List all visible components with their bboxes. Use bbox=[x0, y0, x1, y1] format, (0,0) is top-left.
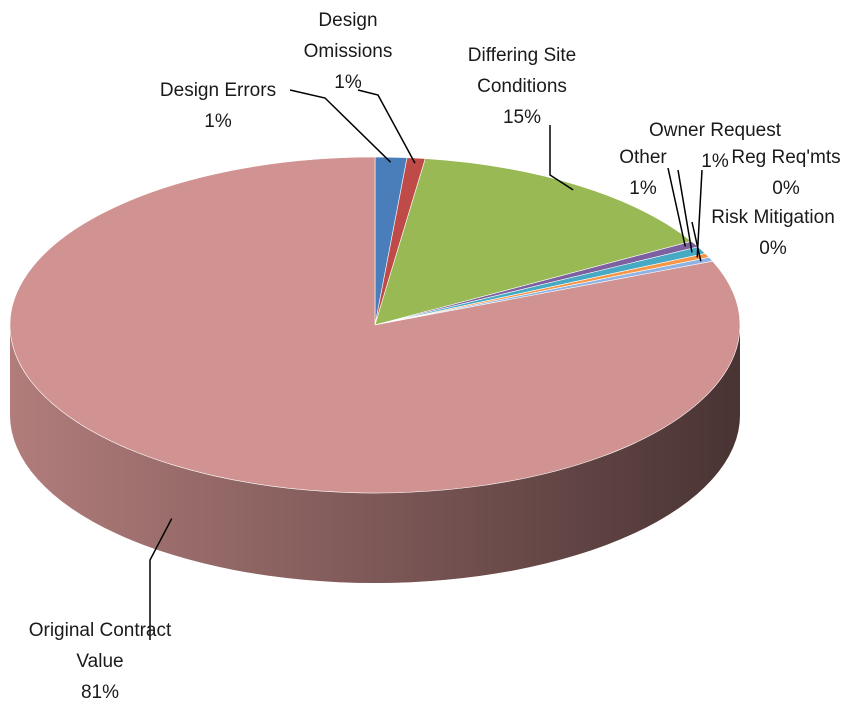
leader-line bbox=[549, 125, 574, 191]
slice-label: Other 1% bbox=[603, 142, 683, 204]
leader-line bbox=[677, 169, 693, 253]
slice-label: Original Contract Value 81% bbox=[15, 615, 185, 707]
slice-label: Risk Mitigation 0% bbox=[688, 202, 855, 264]
percent: 0% bbox=[759, 238, 787, 259]
percent: 1% bbox=[629, 178, 657, 199]
slice-label: Design Errors 1% bbox=[133, 75, 303, 137]
percent: 15% bbox=[502, 107, 542, 128]
category: Design Omissions bbox=[303, 10, 393, 62]
category: Risk Mitigation bbox=[711, 207, 835, 228]
side-shade bbox=[10, 325, 740, 583]
percent: 1% bbox=[701, 151, 729, 172]
leader-line bbox=[289, 89, 392, 163]
leader-line bbox=[691, 221, 702, 262]
percent: 1% bbox=[334, 72, 362, 93]
category: Differing Site Conditions bbox=[467, 45, 577, 97]
category: Reg Req'mts bbox=[731, 147, 841, 168]
percent: 1% bbox=[204, 111, 232, 132]
percent: 0% bbox=[772, 178, 800, 199]
slice-label: Design Omissions 1% bbox=[288, 5, 408, 98]
slice bbox=[9, 156, 741, 494]
leader-line bbox=[696, 169, 703, 258]
slice bbox=[374, 158, 693, 326]
category: Other bbox=[619, 147, 667, 168]
slice-label: Reg Req'mts 0% bbox=[711, 142, 855, 204]
slice-label: Differing Site Conditions 15% bbox=[437, 40, 607, 133]
leader-line bbox=[357, 89, 416, 164]
category: Owner Request bbox=[648, 120, 781, 141]
category: Original Contract Value bbox=[28, 620, 172, 672]
leader-line bbox=[149, 518, 173, 640]
category: Design Errors bbox=[159, 80, 277, 101]
percent: 81% bbox=[80, 682, 120, 703]
slice-label: Owner Request 1% bbox=[620, 115, 810, 177]
leader-line bbox=[667, 167, 686, 247]
